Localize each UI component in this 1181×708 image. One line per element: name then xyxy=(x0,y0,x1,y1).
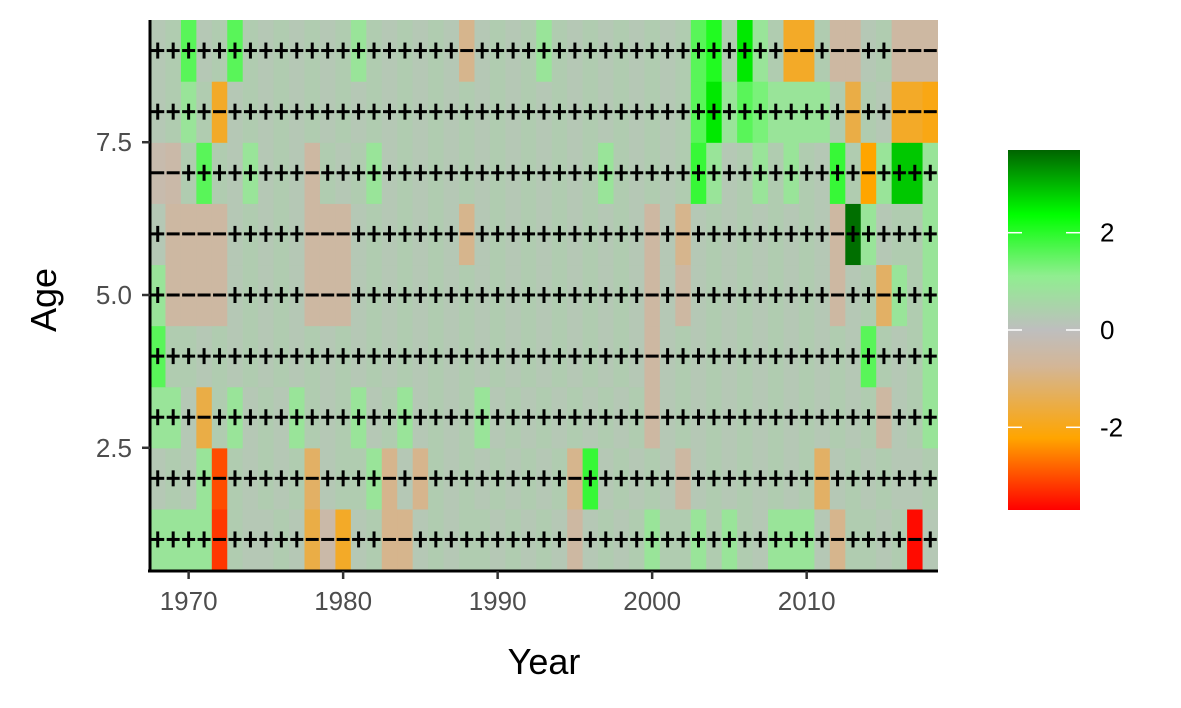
legend-tick-label: 2 xyxy=(1100,218,1114,248)
x-tick-label: 1990 xyxy=(469,586,527,616)
x-axis-title: Year xyxy=(508,641,581,682)
legend-tick-label: 0 xyxy=(1100,315,1114,345)
x-tick-label: 1980 xyxy=(314,586,372,616)
residual-markers xyxy=(151,42,937,548)
x-tick-label: 2000 xyxy=(623,586,681,616)
y-tick-label: 7.5 xyxy=(96,127,132,157)
y-tick-label: 5.0 xyxy=(96,280,132,310)
x-ticks: 1970 1980 1990 2000 2010 xyxy=(160,571,836,616)
x-tick-label: 1970 xyxy=(160,586,218,616)
y-axis-title: Age xyxy=(23,268,64,332)
y-tick-label: 2.5 xyxy=(96,433,132,463)
legend-tick-label: -2 xyxy=(1100,412,1123,442)
y-ticks: 2.5 5.0 7.5 xyxy=(96,127,150,463)
color-legend: 2 0 -2 xyxy=(1008,150,1123,510)
x-tick-label: 2010 xyxy=(778,586,836,616)
